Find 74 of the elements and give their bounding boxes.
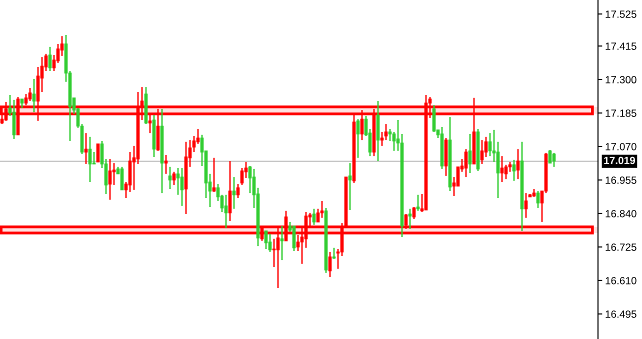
- candlestick: [32, 78, 36, 113]
- candlestick: [332, 247, 336, 260]
- candlestick: [192, 135, 196, 153]
- candlestick: [212, 157, 216, 193]
- y-tick-label: 16.495: [606, 310, 636, 318]
- candlestick: [168, 166, 172, 190]
- y-tick-label: 17.300: [606, 76, 636, 84]
- candlestick: [320, 200, 324, 219]
- candlestick: [508, 161, 512, 173]
- candlestick: [224, 194, 228, 229]
- candlestick: [312, 208, 316, 226]
- candlestick: [516, 148, 520, 180]
- candlestick: [524, 192, 528, 219]
- candlestick: [164, 154, 168, 175]
- candlestick: [548, 149, 552, 164]
- candlestick: [236, 183, 240, 199]
- candlestick: [480, 139, 484, 165]
- candlestick: [120, 166, 124, 191]
- candlestick: [228, 160, 232, 222]
- candlestick: [232, 176, 236, 210]
- candlestick: [172, 171, 176, 186]
- candlestick: [464, 148, 468, 178]
- candlestick: [112, 162, 116, 186]
- candlestick: [432, 104, 436, 133]
- candlestick: [392, 131, 396, 152]
- candlestick: [380, 131, 384, 147]
- candlestick: [240, 167, 244, 186]
- candlestick: [500, 155, 504, 183]
- candlestick: [128, 151, 132, 193]
- candlestick: [292, 225, 296, 252]
- candlestick: [384, 123, 388, 141]
- y-tick-label: 17.185: [606, 110, 636, 117]
- candlestick: [12, 99, 16, 140]
- ref-line-label: 17.019: [604, 156, 636, 164]
- candlestick: [248, 165, 252, 194]
- candlestick: [536, 190, 540, 209]
- y-tick-label: 16.610: [606, 276, 636, 284]
- candlestick: [48, 46, 52, 72]
- candlestick: [412, 206, 416, 220]
- candlestick: [196, 128, 200, 145]
- candlestick: [356, 118, 360, 159]
- y-tick-label: 17.415: [606, 42, 636, 50]
- candlestick: [504, 164, 508, 180]
- candlestick: [264, 230, 268, 250]
- candlestick: [88, 136, 92, 183]
- y-tick-label: 16.840: [606, 210, 636, 218]
- candlestick: [176, 167, 180, 196]
- candlestick: [268, 233, 272, 253]
- candlestick: [92, 151, 96, 165]
- candlestick: [456, 166, 460, 187]
- candlestick: [348, 162, 352, 211]
- candlestick: [408, 208, 412, 230]
- candlestick: [280, 225, 284, 261]
- candlestick: [316, 208, 320, 223]
- candlestick: [484, 136, 488, 158]
- candlestick: [496, 141, 500, 199]
- candlestick: [512, 159, 516, 182]
- candlestick: [272, 238, 276, 268]
- candlestick: [28, 87, 32, 102]
- candlestick: [84, 132, 88, 165]
- candlestick: [96, 143, 100, 162]
- candlestick: [328, 251, 332, 278]
- y-tick-label: 16.955: [606, 176, 636, 184]
- candlestick: [20, 98, 24, 109]
- candlestick: [180, 167, 184, 207]
- y-tick-label: 17.525: [606, 10, 636, 18]
- candlestick: [488, 132, 492, 157]
- candlestick: [552, 152, 556, 168]
- candlestick: [388, 128, 392, 142]
- candlestick: [468, 133, 472, 174]
- candlestick: [416, 194, 420, 212]
- candlestick: [108, 158, 112, 200]
- y-tick-label: 17.070: [606, 142, 636, 150]
- y-tick-label: 16.725: [606, 243, 636, 251]
